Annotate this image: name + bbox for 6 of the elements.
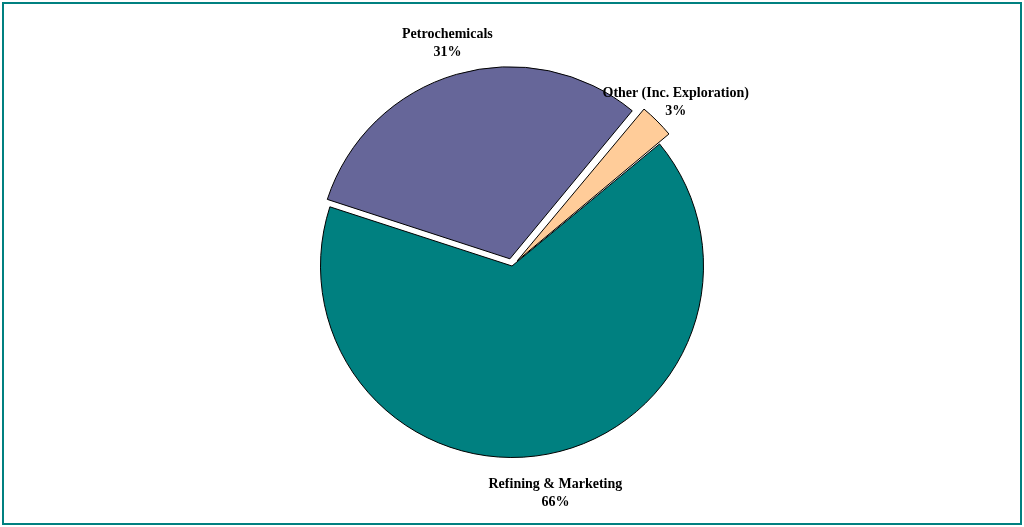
- slice-label: Refining & Marketing: [488, 476, 623, 492]
- data-label: 31%: [433, 44, 462, 60]
- data-label: 66%: [541, 494, 570, 510]
- data-label: 3%: [665, 102, 687, 118]
- slice-label: Petrochemicals: [402, 26, 494, 42]
- slice-label: Other (Inc. Exploration): [602, 84, 750, 101]
